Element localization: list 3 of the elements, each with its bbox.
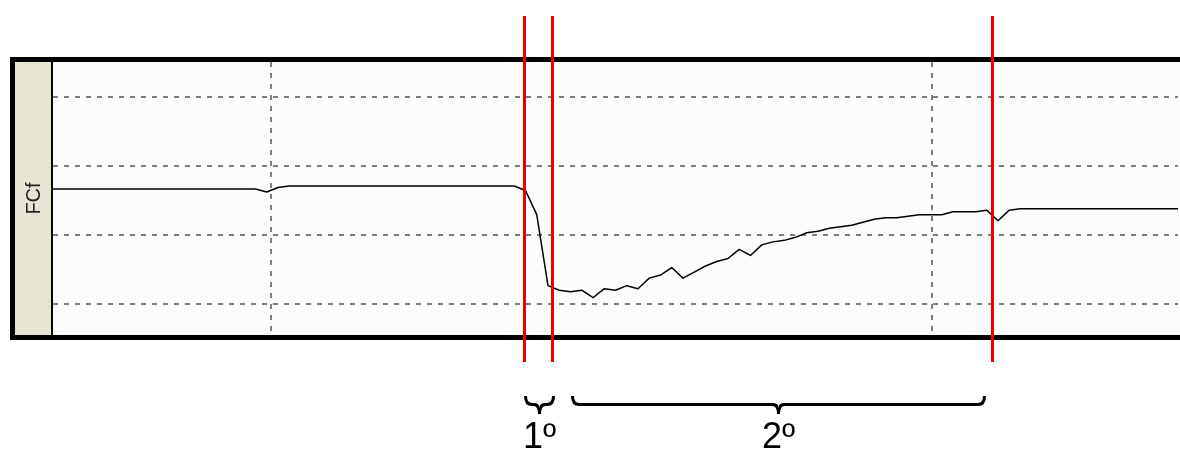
y-axis-title: FCf [21,182,45,215]
text: 2º [761,415,796,451]
text: 1º [522,415,557,451]
